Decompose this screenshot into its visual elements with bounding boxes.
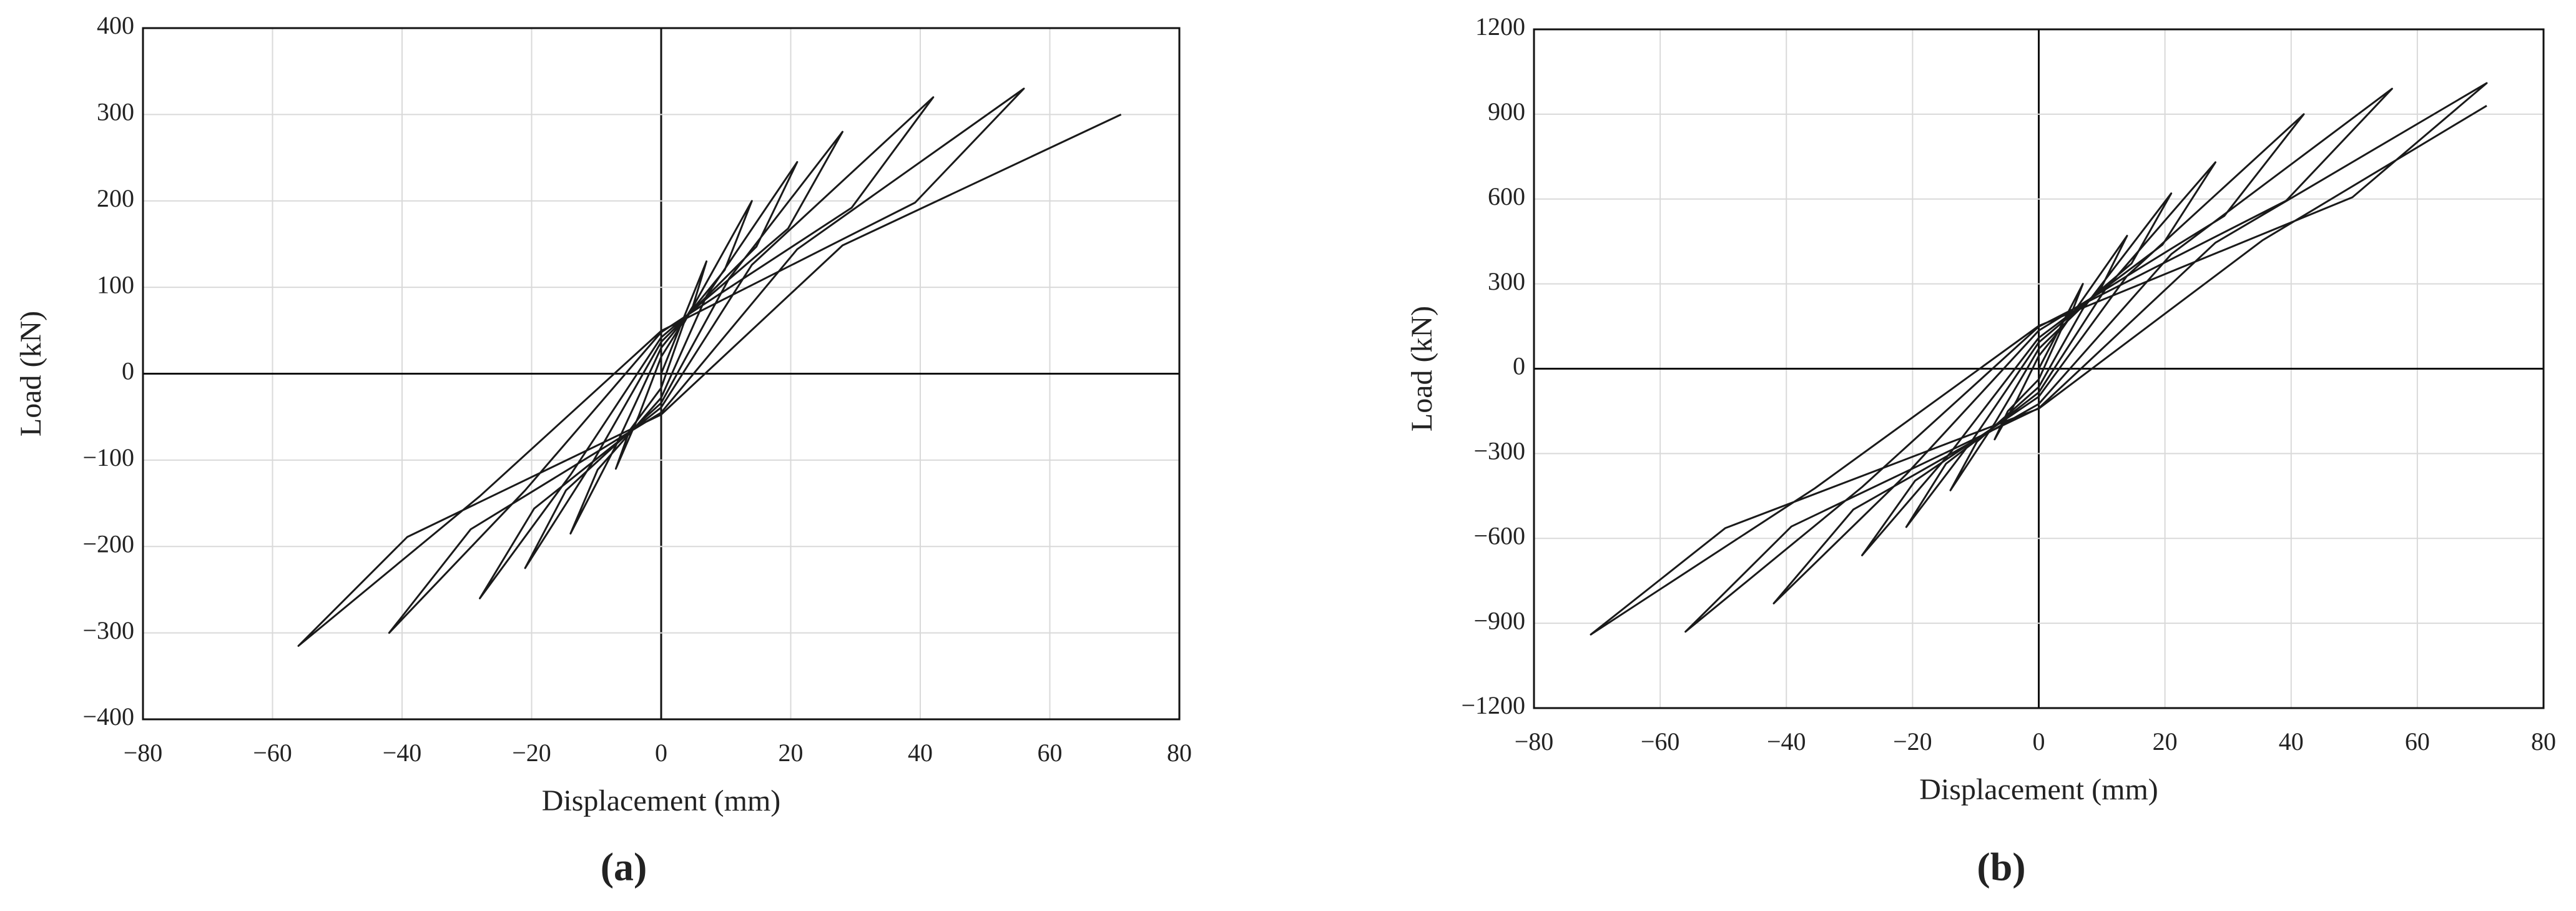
y-tick-label: −200 (82, 529, 134, 558)
x-tick-label: 40 (2279, 727, 2304, 756)
y-tick-label: 1200 (1475, 12, 1525, 41)
y-tick-label: 0 (122, 357, 134, 385)
x-tick-label: −40 (383, 739, 422, 767)
x-axis-label: Displacement (mm) (1919, 773, 2158, 806)
y-tick-label: 100 (97, 270, 134, 298)
x-tick-label: 20 (2153, 727, 2178, 756)
panel-label: (b) (1977, 845, 2025, 889)
y-tick-label: −600 (1473, 521, 1525, 549)
y-axis-label: Load (kN) (1405, 306, 1438, 431)
y-tick-label: −1200 (1461, 691, 1525, 719)
x-tick-label: 40 (908, 739, 933, 767)
plot-frame (142, 27, 1181, 721)
y-tick-label: 900 (1488, 97, 1525, 126)
y-tick-label: −300 (82, 616, 134, 644)
y-tick-label: −100 (82, 443, 134, 471)
plot-frame (1533, 28, 2545, 709)
x-tick-label: −60 (253, 739, 292, 767)
y-tick-label: 400 (97, 11, 134, 39)
x-tick-label: 0 (655, 739, 667, 767)
x-axis-label: Displacement (mm) (542, 784, 781, 817)
y-tick-label: −300 (1473, 437, 1525, 465)
x-tick-label: 80 (2531, 727, 2556, 756)
x-tick-label: −20 (512, 739, 551, 767)
x-tick-label: −60 (1641, 727, 1680, 756)
y-tick-label: 600 (1488, 182, 1525, 210)
panel-label: (a) (601, 845, 647, 889)
y-tick-label: −400 (82, 702, 134, 731)
y-axis-label: Load (kN) (14, 311, 47, 436)
x-tick-label: 80 (1167, 739, 1192, 767)
x-tick-label: −80 (1515, 727, 1554, 756)
hysteresis-curve (1590, 82, 2488, 636)
hysteresis-curve (297, 87, 1122, 647)
y-tick-label: 200 (97, 184, 134, 212)
y-tick-label: 300 (97, 98, 134, 126)
x-tick-label: −40 (1767, 727, 1806, 756)
x-tick-label: 20 (779, 739, 804, 767)
y-tick-label: −900 (1473, 606, 1525, 634)
x-tick-label: −80 (124, 739, 163, 767)
x-tick-label: 60 (2405, 727, 2430, 756)
x-tick-label: 60 (1038, 739, 1063, 767)
x-tick-label: −20 (1893, 727, 1932, 756)
x-tick-label: 0 (2033, 727, 2045, 756)
y-tick-label: 300 (1488, 267, 1525, 295)
y-tick-label: 0 (1513, 352, 1525, 380)
